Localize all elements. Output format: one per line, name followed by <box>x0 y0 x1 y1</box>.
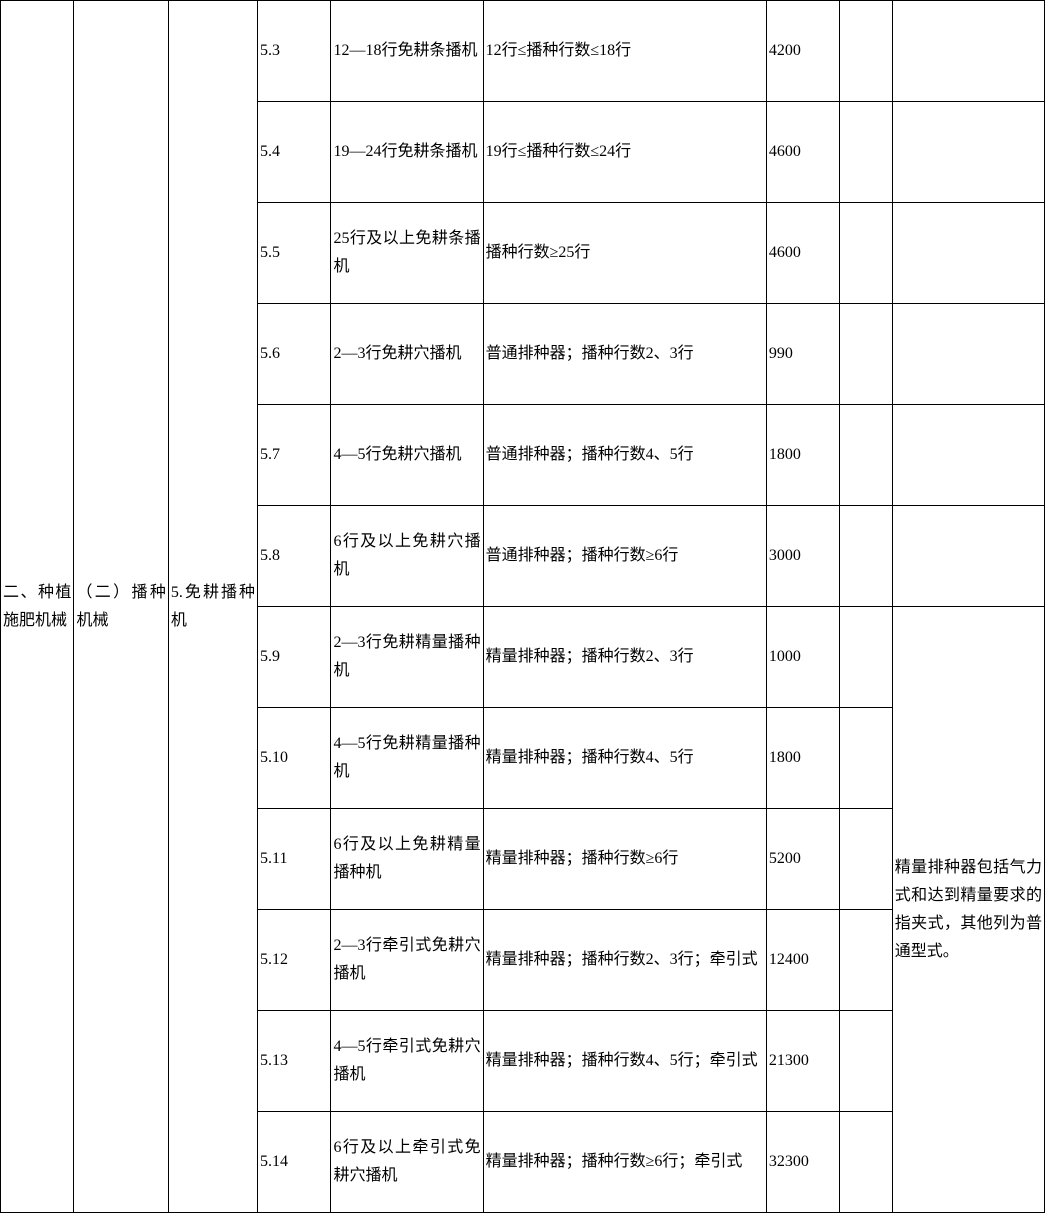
cell-blank <box>840 607 892 708</box>
cell-code: 5.12 <box>258 910 331 1011</box>
cell-spec: 精量排种器；播种行数≥6行；牵引式 <box>483 1112 766 1213</box>
cell-blank <box>840 102 892 203</box>
cell-code: 5.3 <box>258 1 331 102</box>
cell-spec: 12行≤播种行数≤18行 <box>483 1 766 102</box>
cell-spec: 精量排种器；播种行数2、3行 <box>483 607 766 708</box>
cell-code: 5.7 <box>258 405 331 506</box>
cell-code: 5.11 <box>258 809 331 910</box>
cell-blank <box>840 708 892 809</box>
cell-value: 32300 <box>766 1112 839 1213</box>
cell-blank <box>840 405 892 506</box>
cell-name: 12—18行免耕条播机 <box>331 1 483 102</box>
cell-blank <box>840 203 892 304</box>
cell-code: 5.4 <box>258 102 331 203</box>
cell-blank <box>840 809 892 910</box>
category-level3: 5.免耕播种机 <box>168 1 257 1213</box>
table-row: 二、种植施肥机械 （二）播种机械 5.免耕播种机 5.3 12—18行免耕条播机… <box>1 1 1045 102</box>
cell-name: 4—5行牵引式免耕穴播机 <box>331 1011 483 1112</box>
cell-value: 3000 <box>766 506 839 607</box>
cell-value: 12400 <box>766 910 839 1011</box>
cell-spec: 普通排种器；播种行数≥6行 <box>483 506 766 607</box>
cell-note <box>892 304 1044 405</box>
cell-code: 5.6 <box>258 304 331 405</box>
cell-value: 1000 <box>766 607 839 708</box>
cell-blank <box>840 1 892 102</box>
cell-value: 4600 <box>766 102 839 203</box>
cell-value: 4600 <box>766 203 839 304</box>
cell-note <box>892 102 1044 203</box>
cell-blank <box>840 1112 892 1213</box>
cell-note <box>892 1 1044 102</box>
category-level1: 二、种植施肥机械 <box>1 1 74 1213</box>
cell-name: 2—3行牵引式免耕穴播机 <box>331 910 483 1011</box>
cell-code: 5.8 <box>258 506 331 607</box>
cell-note <box>892 506 1044 607</box>
cell-name: 2—3行免耕精量播种机 <box>331 607 483 708</box>
cell-code: 5.14 <box>258 1112 331 1213</box>
cell-name: 2—3行免耕穴播机 <box>331 304 483 405</box>
cell-name: 4—5行免耕穴播机 <box>331 405 483 506</box>
cell-note-merged: 精量排种器包括气力式和达到精量要求的指夹式，其他列为普通型式。 <box>892 607 1044 1213</box>
cell-blank <box>840 506 892 607</box>
cell-code: 5.10 <box>258 708 331 809</box>
cell-value: 5200 <box>766 809 839 910</box>
cell-spec: 精量排种器；播种行数4、5行；牵引式 <box>483 1011 766 1112</box>
cell-blank <box>840 910 892 1011</box>
cell-code: 5.13 <box>258 1011 331 1112</box>
cell-value: 1800 <box>766 405 839 506</box>
cell-value: 990 <box>766 304 839 405</box>
cell-value: 1800 <box>766 708 839 809</box>
cell-name: 6行及以上免耕穴播机 <box>331 506 483 607</box>
cell-name: 6行及以上免耕精量播种机 <box>331 809 483 910</box>
cell-spec: 普通排种器；播种行数4、5行 <box>483 405 766 506</box>
cell-note <box>892 405 1044 506</box>
cell-spec: 精量排种器；播种行数2、3行；牵引式 <box>483 910 766 1011</box>
cell-code: 5.9 <box>258 607 331 708</box>
cell-note <box>892 203 1044 304</box>
cell-name: 25行及以上免耕条播机 <box>331 203 483 304</box>
cell-value: 4200 <box>766 1 839 102</box>
cell-spec: 播种行数≥25行 <box>483 203 766 304</box>
cell-name: 4—5行免耕精量播种机 <box>331 708 483 809</box>
category-level2: （二）播种机械 <box>74 1 168 1213</box>
cell-spec: 精量排种器；播种行数4、5行 <box>483 708 766 809</box>
cell-spec: 普通排种器；播种行数2、3行 <box>483 304 766 405</box>
cell-name: 6行及以上牵引式免耕穴播机 <box>331 1112 483 1213</box>
cell-spec: 19行≤播种行数≤24行 <box>483 102 766 203</box>
subsidy-table: 二、种植施肥机械 （二）播种机械 5.免耕播种机 5.3 12—18行免耕条播机… <box>0 0 1045 1213</box>
cell-blank <box>840 304 892 405</box>
cell-code: 5.5 <box>258 203 331 304</box>
cell-value: 21300 <box>766 1011 839 1112</box>
cell-spec: 精量排种器；播种行数≥6行 <box>483 809 766 910</box>
cell-name: 19—24行免耕条播机 <box>331 102 483 203</box>
cell-blank <box>840 1011 892 1112</box>
